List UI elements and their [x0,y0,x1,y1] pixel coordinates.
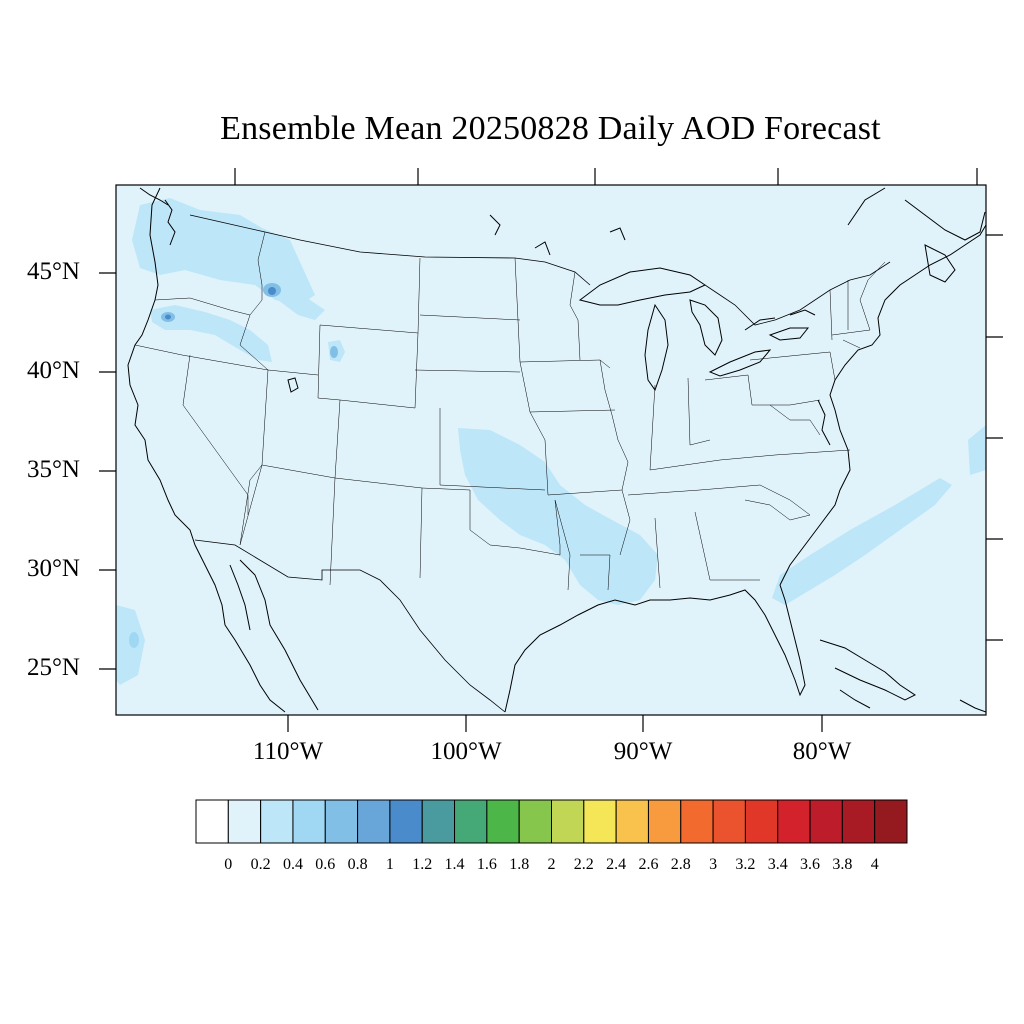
coastline-pacific [127,187,286,713]
colorbar-box-17 [744,799,779,844]
colorbar-label: 3 [709,856,718,873]
colorbar-label: 2.2 [573,856,594,873]
colorbar-box-18 [777,799,811,844]
colorbar-label: 1.6 [476,856,497,873]
lat-label-35: 35°N [26,456,80,483]
colorbar-label: 1.2 [412,856,433,873]
colorbar-label: 0.4 [283,856,303,873]
colorbar-box-3 [292,799,326,844]
lat-label-40: 40°N [26,357,80,384]
colorbar-box-20 [841,799,876,844]
colorbar-label: 0.8 [347,856,368,873]
colorbar-box-13 [615,799,649,844]
colorbar-box-2 [260,799,294,844]
lon-label-90: 90°W [613,738,673,765]
aod-plume-plains [458,428,658,605]
colorbar-box-11 [551,799,585,844]
map-ticks [99,168,1003,732]
lat-label-30: 30°N [26,555,80,582]
aod-plume-idaho [250,258,325,320]
map-title: Ensemble Mean 20250828 Daily AOD Forecas… [220,110,881,147]
colorbar-label: 2 [547,856,556,873]
colorbar-box-12 [583,799,617,844]
colorbar-box-19 [809,799,843,844]
coastline-gulf [504,584,806,713]
colorbar-box-4 [324,799,359,844]
colorbar [195,799,908,844]
colorbar-label: 1 [385,856,394,873]
lake-superior [578,267,707,306]
colorbar-box-8 [454,799,488,844]
colorbar-label: 0 [224,856,233,873]
colorbar-box-16 [712,799,746,844]
aod-plume-atlantic [772,478,952,605]
colorbar-label: 0.2 [250,856,271,873]
state-boundaries [134,231,886,591]
lake-erie [708,349,772,377]
colorbar-label: 0.6 [315,856,336,873]
colorbar-label: 1.4 [444,856,465,873]
colorbar-box-0 [195,799,229,844]
lake-michigan [644,303,669,392]
lake-ontario [768,327,810,341]
colorbar-box-5 [357,799,391,844]
colorbar-label: 2.6 [638,856,659,873]
colorbar-label: 3.2 [735,856,756,873]
map-boundaries [127,187,986,713]
lat-label-45: 45°N [26,258,80,285]
colorbar-box-21 [874,799,908,844]
coastline-atlantic [779,224,986,586]
colorbar-box-15 [680,799,714,844]
aod-plume-atlantic-east [968,425,986,475]
colorbar-box-14 [647,799,682,844]
colorbar-label: 2.4 [606,856,627,873]
lat-label-25: 25°N [26,654,80,681]
border-us-canada [189,214,591,286]
map-frame [115,184,987,716]
colorbar-label: 3.4 [767,856,788,873]
colorbar-label: 2.8 [670,856,691,873]
colorbar-box-6 [389,799,423,844]
colorbar-label: 4 [870,856,879,873]
aod-plume-oregon [150,305,272,362]
colorbar-box-1 [227,799,262,844]
lon-label-80: 80°W [792,738,852,765]
aod-plumes [116,198,986,685]
aod-hotspot-wyoming [330,346,338,358]
lake-huron [689,299,723,356]
colorbar-label: 3.6 [800,856,820,873]
colorbar-box-7 [421,799,456,844]
lon-label-110: 110°W [252,738,324,765]
colorbar-label: 1.8 [509,856,530,873]
border-us-mexico [194,539,506,713]
lon-label-100: 100°W [430,738,502,765]
island-cuba [819,639,916,701]
colorbar-box-10 [518,799,552,844]
colorbar-box-9 [486,799,520,844]
colorbar-label: 3.8 [832,856,853,873]
